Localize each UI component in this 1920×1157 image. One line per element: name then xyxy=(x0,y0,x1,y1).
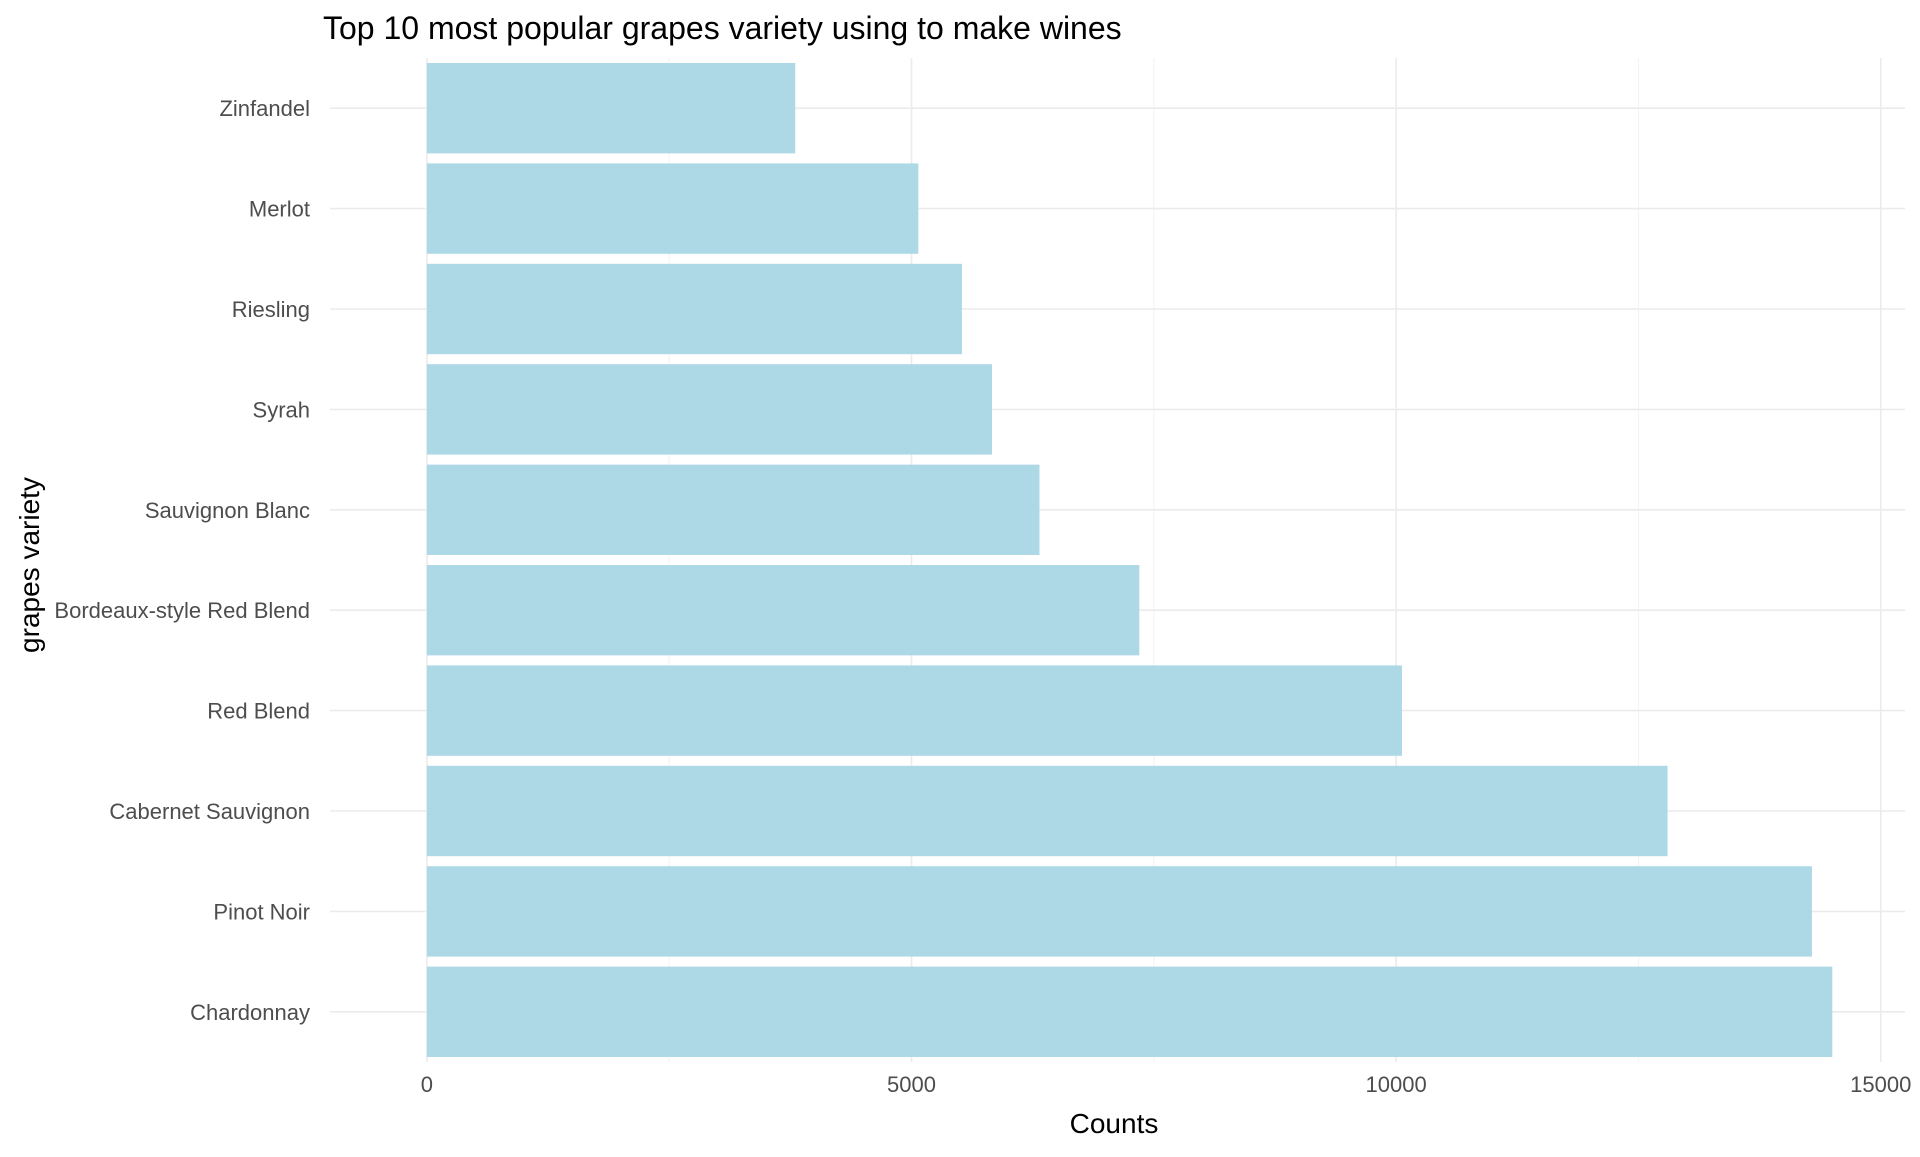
y-axis-title: grapes variety xyxy=(14,477,45,653)
x-tick-labels: 0 5000 10000 15000 xyxy=(421,1072,1912,1097)
y-tick-label: Red Blend xyxy=(207,699,310,724)
x-axis-title: Counts xyxy=(1070,1108,1159,1139)
bar xyxy=(426,866,1812,957)
bar xyxy=(426,966,1833,1057)
bar xyxy=(426,263,962,355)
x-tick-label: 5000 xyxy=(887,1072,936,1097)
y-tick-labels: Zinfandel Merlot Riesling Syrah Sauvignon Bl… xyxy=(54,96,310,1025)
x-tick-label: 10000 xyxy=(1366,1072,1427,1097)
bar xyxy=(426,364,992,455)
bar xyxy=(426,665,1402,756)
y-tick-label: Chardonnay xyxy=(190,1000,310,1025)
y-tick-label: Cabernet Sauvignon xyxy=(109,799,310,824)
bar xyxy=(426,565,1140,656)
y-tick-label: Bordeaux-style Red Blend xyxy=(54,598,310,623)
chart-title: Top 10 most popular grapes variety using… xyxy=(323,10,1122,46)
y-tick-label: Merlot xyxy=(249,197,310,222)
bar xyxy=(426,63,796,154)
bar xyxy=(426,163,919,254)
y-tick-label: Sauvignon Blanc xyxy=(145,498,310,523)
y-tick-label: Zinfandel xyxy=(219,96,310,121)
y-tick-label: Syrah xyxy=(253,397,310,422)
bar xyxy=(426,464,1040,555)
y-tick-label: Pinot Noir xyxy=(213,899,310,924)
x-tick-label: 0 xyxy=(421,1072,433,1097)
y-tick-label: Riesling xyxy=(232,297,310,322)
x-tick-label: 15000 xyxy=(1850,1072,1911,1097)
bars xyxy=(426,63,1833,1057)
bar xyxy=(426,765,1668,857)
